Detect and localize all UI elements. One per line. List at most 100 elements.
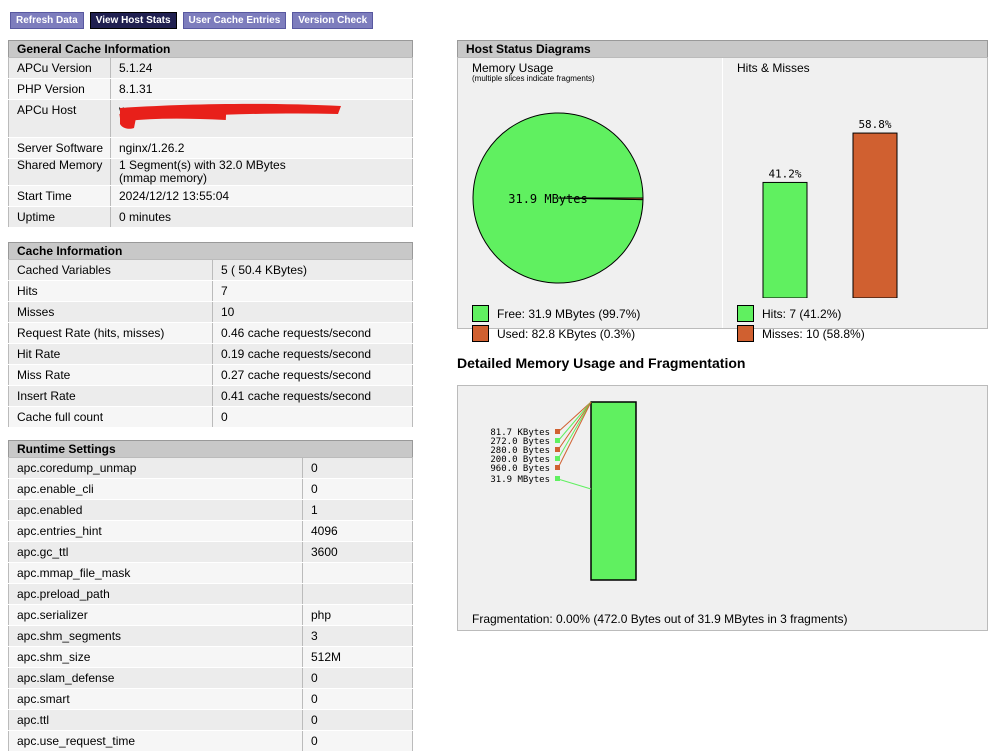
table-row: apc.entries_hint 4096 — [8, 520, 413, 542]
table-row: apc.use_request_time 0 — [8, 730, 413, 752]
memory-usage-subtitle: (multiple slices indicate fragments) — [472, 74, 595, 83]
table-row: Cached Variables 5 ( 50.4 KBytes) — [8, 259, 413, 281]
user-cache-entries-button[interactable]: User Cache Entries — [182, 12, 287, 29]
legend-free: Free: 31.9 MBytes (99.7%) — [472, 305, 640, 322]
table-row: Hits 7 — [8, 280, 413, 302]
setting-value: 1 — [302, 499, 413, 521]
setting-value: 0.19 cache requests/second — [212, 343, 413, 365]
setting-name: apc.preload_path — [8, 583, 303, 605]
fragmentation-panel: Detailed Memory Usage and Fragmentation … — [457, 341, 988, 632]
hits-misses-title: Hits & Misses — [737, 61, 810, 75]
version-check-button[interactable]: Version Check — [292, 12, 374, 29]
setting-name: apc.gc_ttl — [8, 541, 303, 563]
setting-name: Request Rate (hits, misses) — [8, 322, 213, 344]
table-row: Cache full count 0 — [8, 406, 413, 428]
setting-value: 512M — [302, 646, 413, 668]
legend-misses: Misses: 10 (58.8%) — [737, 325, 865, 342]
setting-value: 0.27 cache requests/second — [212, 364, 413, 386]
cache-info-table: Cached Variables 5 ( 50.4 KBytes) Hits 7 Mis… — [8, 259, 413, 428]
bar-label-hits: 41.2% — [768, 167, 801, 180]
table-row: APCu Host w — [8, 99, 413, 138]
bar-label-misses: 58.8% — [858, 118, 891, 131]
setting-name: Cached Variables — [8, 259, 213, 281]
setting-value: 0 — [302, 688, 413, 710]
fragment-link — [557, 401, 592, 433]
fragment-marker — [555, 476, 560, 482]
setting-name: apc.slam_defense — [8, 667, 303, 689]
table-row: Uptime 0 minutes — [8, 206, 413, 228]
setting-value: 0 — [302, 730, 413, 752]
fragment-label: 280.0 Bytes — [490, 446, 550, 456]
table-row: Misses 10 — [8, 301, 413, 323]
fragment-marker — [555, 447, 560, 453]
setting-name: apc.shm_size — [8, 646, 303, 668]
general-cache-info-table: APCu Version 5.1.24 PHP Version 8.1.31 APC… — [8, 57, 413, 228]
fragment-label: 81.7 KBytes — [490, 428, 550, 438]
fragmentation-title: Detailed Memory Usage and Fragmentation — [457, 355, 746, 372]
setting-value: 0 — [212, 406, 413, 428]
table-row: APCu Version 5.1.24 — [8, 57, 413, 79]
table-row: apc.enable_cli 0 — [8, 478, 413, 500]
hits-misses-cell: Hits & Misses 41.2% 58.8% Hits: 7 (41.2%)… — [723, 58, 987, 342]
setting-name: apc.serializer — [8, 604, 303, 626]
table-row: apc.enabled 1 — [8, 499, 413, 521]
top-nav: Refresh Data View Host Stats User Cache … — [10, 12, 374, 29]
fragment-bar — [590, 401, 637, 581]
setting-value — [302, 583, 413, 605]
setting-name: Hits — [8, 280, 213, 302]
fragment-label: 200.0 Bytes — [490, 455, 550, 465]
setting-name: Miss Rate — [8, 364, 213, 386]
pie-label: 31.9 MBytes — [508, 192, 587, 206]
table-row: Server Software nginx/1.26.2 — [8, 137, 413, 159]
setting-name: apc.enable_cli — [8, 478, 303, 500]
table-row: Start Time 2024/12/12 13:55:04 — [8, 185, 413, 207]
setting-value: 3600 — [302, 541, 413, 563]
fragment-label: 31.9 MBytes — [490, 475, 550, 485]
setting-name: apc.mmap_file_mask — [8, 562, 303, 584]
free-swatch — [472, 305, 489, 322]
refresh-data-button[interactable]: Refresh Data — [10, 12, 84, 29]
fragment-marker — [555, 465, 560, 471]
setting-name: Cache full count — [8, 406, 213, 428]
memory-usage-cell: Memory Usage (multiple slices indicate f… — [458, 58, 723, 342]
setting-value: 4096 — [302, 520, 413, 542]
fragment-label: 960.0 Bytes — [490, 464, 550, 474]
table-row: apc.serializer php — [8, 604, 413, 626]
table-row: apc.mmap_file_mask — [8, 562, 413, 584]
table-row: Shared Memory 1 Segment(s) with 32.0 MBy… — [8, 158, 413, 186]
view-host-stats-button[interactable]: View Host Stats — [89, 12, 177, 29]
used-swatch — [472, 325, 489, 342]
general-cache-info-panel: General Cache Information APCu Version 5.… — [8, 40, 413, 228]
memory-pie-chart: 31.9 MBytes — [472, 112, 644, 284]
table-row: apc.slam_defense 0 — [8, 667, 413, 689]
host-status-title: Host Status Diagrams — [457, 40, 988, 57]
host-status-panel: Host Status Diagrams Memory Usage (multi… — [457, 40, 988, 342]
fragment-link — [557, 401, 592, 469]
memory-usage-title: Memory Usage — [472, 61, 554, 75]
setting-name: apc.enabled — [8, 499, 303, 521]
table-row: Miss Rate 0.27 cache requests/second — [8, 364, 413, 386]
table-row: apc.coredump_unmap 0 — [8, 457, 413, 479]
table-row: Insert Rate 0.41 cache requests/second — [8, 385, 413, 407]
runtime-settings-table: apc.coredump_unmap 0 apc.enable_cli 0 apc.en… — [8, 457, 413, 752]
setting-value: 0 — [302, 478, 413, 500]
table-row: apc.ttl 0 — [8, 709, 413, 731]
setting-value: 0 — [302, 457, 413, 479]
setting-value: 10 — [212, 301, 413, 323]
setting-value: 0 — [302, 709, 413, 731]
cache-info-title: Cache Information — [8, 242, 413, 259]
fragment-link — [557, 401, 592, 442]
fragment-label: 272.0 Bytes — [490, 437, 550, 447]
setting-value: 5 ( 50.4 KBytes) — [212, 259, 413, 281]
fragment-marker — [555, 438, 560, 444]
fragment-link — [557, 478, 592, 490]
table-row: apc.smart 0 — [8, 688, 413, 710]
table-row: Request Rate (hits, misses) 0.46 cache re… — [8, 322, 413, 344]
fragment-link — [557, 401, 592, 460]
setting-value: 0 — [302, 667, 413, 689]
setting-value: 3 — [302, 625, 413, 647]
misses-swatch — [737, 325, 754, 342]
cache-info-panel: Cache Information Cached Variables 5 ( 50… — [8, 242, 413, 428]
setting-value — [302, 562, 413, 584]
runtime-settings-title: Runtime Settings — [8, 440, 413, 457]
